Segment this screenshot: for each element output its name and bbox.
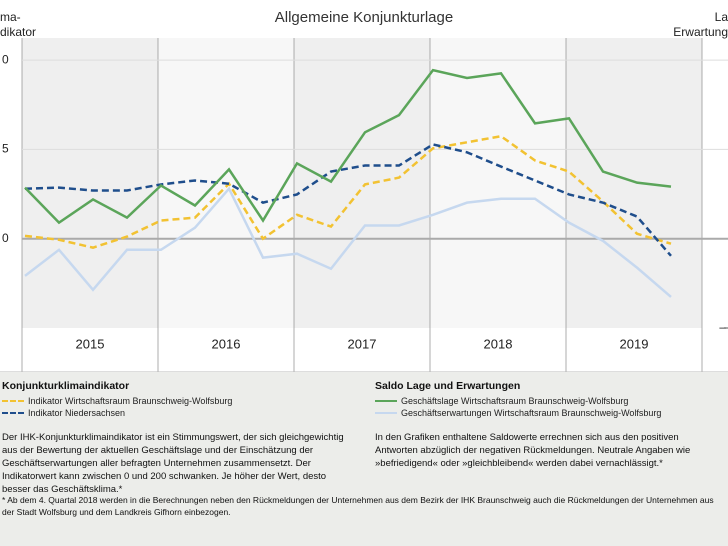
- legend-swatch: [375, 412, 397, 414]
- series-line: [24, 186, 672, 298]
- legend-label: Geschäftslage Wirtschaftsraum Braunschwe…: [401, 396, 629, 406]
- legend-item: Indikator Wirtschaftsraum Braunschweig-W…: [2, 396, 232, 406]
- note: Der IHK-Konjunkturklimaindikator ist ein…: [2, 432, 344, 495]
- x-tick-label: 2017: [348, 336, 377, 351]
- legend-item: Geschäftserwartungen Wirtschaftsraum Bra…: [375, 408, 661, 418]
- legend-item: Geschäftslage Wirtschaftsraum Braunschwe…: [375, 396, 628, 406]
- year-band: [22, 38, 158, 328]
- legend-swatch: [2, 400, 24, 402]
- y2-label: Erwartung: [673, 25, 728, 39]
- y-label: dikator: [0, 25, 36, 39]
- note: In den Grafiken enthaltene Saldowerte er…: [375, 432, 691, 469]
- chart: Allgemeine Konjunkturlage ma- dikator La…: [0, 9, 728, 372]
- x-tick-label: 2018: [484, 336, 513, 351]
- chart-title: Allgemeine Konjunkturlage: [275, 9, 453, 26]
- year-band: [430, 38, 566, 328]
- y-label: ma-: [0, 10, 21, 24]
- x-tick-label: 2019: [620, 336, 649, 351]
- legend-panel: Konjunkturklimaindikator Saldo Lage und …: [0, 372, 728, 546]
- year-band: [566, 38, 702, 328]
- legend-title: Saldo Lage und Erwartungen: [375, 380, 521, 392]
- legend-label: Indikator Wirtschaftsraum Braunschweig-W…: [28, 396, 233, 406]
- series-line: [24, 143, 672, 257]
- series-line: [24, 134, 672, 249]
- legend-item: Indikator Niedersachsen: [2, 408, 125, 418]
- legend-swatch: [2, 412, 24, 414]
- legend-swatch: [375, 400, 397, 402]
- y2-tick-label: –: [719, 320, 726, 334]
- y-tick-label: 5: [2, 142, 9, 156]
- x-tick-label: 2016: [212, 336, 241, 351]
- y-tick-label: 0: [2, 231, 9, 245]
- series-line: [24, 68, 672, 225]
- y2-label: La: [715, 10, 728, 24]
- legend-label: Indikator Niedersachsen: [28, 408, 126, 418]
- x-tick-label: 2015: [76, 336, 105, 351]
- legend-label: Geschäftserwartungen Wirtschaftsraum Bra…: [401, 408, 662, 418]
- footnote: * Ab dem 4. Quartal 2018 werden in die B…: [2, 495, 714, 517]
- year-band: [294, 38, 430, 328]
- y-tick-label: 0: [2, 52, 9, 66]
- legend-title: Konjunkturklimaindikator: [2, 380, 130, 392]
